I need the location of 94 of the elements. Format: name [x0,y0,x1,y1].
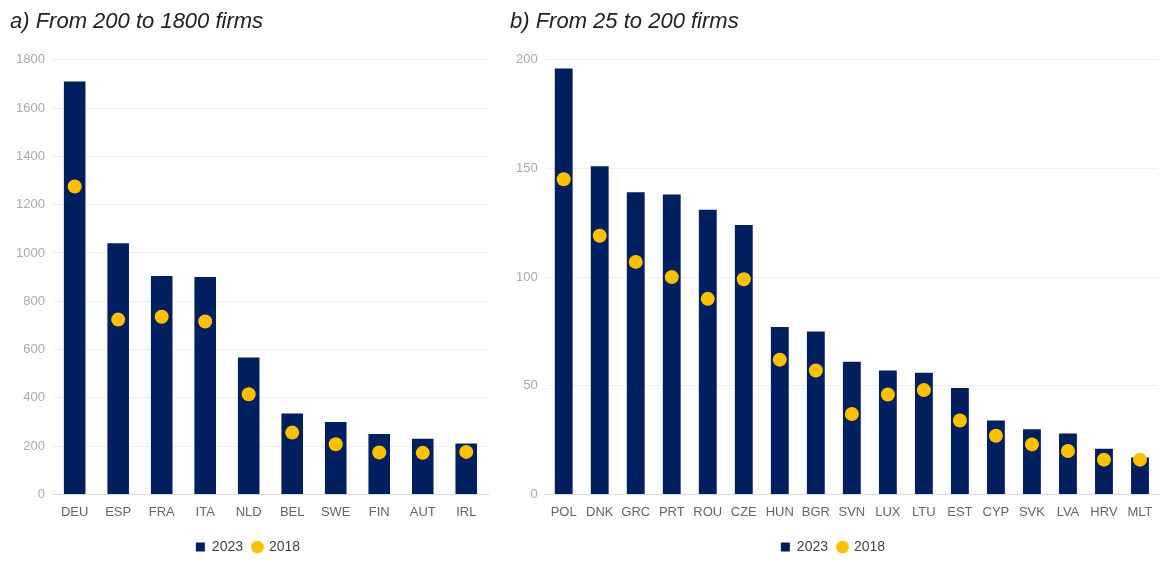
x-tick-label: BEL [279,503,305,519]
point [736,272,751,287]
legend-label: 2023 [796,537,829,554]
x-tick-label: LUX [875,503,901,519]
x-tick-label: IRL [456,503,477,519]
point [988,428,1003,443]
bar [194,277,216,494]
y-tick-label: 1200 [16,196,45,212]
chart-title: b) From 25 to 200 firms [509,8,740,35]
y-tick-label: 1000 [16,244,45,260]
point [372,445,387,460]
bar [878,370,897,494]
point [67,179,82,194]
bar [63,81,86,494]
x-tick-label: HRV [1090,503,1118,519]
x-tick-label: ROU [693,503,723,519]
point [772,352,787,367]
point [459,444,474,459]
bar [107,243,129,494]
y-tick-label: 200 [515,51,538,67]
x-tick-label: LTU [912,503,936,519]
bar [626,192,645,494]
x-tick-label: FIN [368,503,390,519]
bar [698,209,717,494]
x-tick-label: BGR [801,503,830,519]
point [198,314,213,329]
bar [842,361,861,494]
point [328,437,343,452]
point [1024,437,1039,452]
point [154,309,169,324]
bar [281,413,303,494]
x-tick-label: CZE [730,503,758,519]
chart-title: a) From 200 to 1800 firms [9,8,265,35]
y-tick-label: 0 [530,485,538,501]
x-tick-label: DNK [585,503,614,519]
x-tick-label: GRC [621,503,651,519]
x-tick-label: AUT [409,503,436,519]
x-tick-label: CYP [982,503,1010,519]
x-tick-label: POL [550,503,577,519]
bar [734,224,753,494]
x-tick-label: ITA [195,503,216,519]
bar [950,387,969,494]
point [664,270,679,285]
x-tick-label: DEU [60,503,89,519]
x-tick-label: ESP [105,503,132,519]
point [241,387,256,402]
y-tick-label: 1400 [16,147,45,163]
y-tick-label: 600 [23,341,45,357]
bar [237,357,260,494]
y-tick-label: 1800 [16,51,45,67]
y-tick-label: 150 [515,160,538,176]
point [844,407,859,421]
y-tick-label: 1600 [16,99,45,115]
point [111,312,126,327]
bar [590,166,609,494]
y-tick-label: 400 [23,389,45,405]
x-tick-label: PRT [658,503,685,519]
y-tick-label: 200 [23,437,45,453]
x-tick-label: MLT [1127,503,1153,519]
bar [324,421,347,494]
point [415,445,430,460]
legend-label: 2018 [854,537,886,554]
point [1096,452,1111,467]
point [1132,452,1147,467]
point [952,413,967,428]
x-tick-label: EST [947,503,973,519]
bar [770,327,789,494]
legend-label: 2023 [211,537,244,554]
point [880,387,895,402]
x-tick-label: LVA [1056,503,1080,519]
x-tick-label: SWE [320,503,351,519]
bar [914,372,933,494]
x-tick-label: HUN [765,503,794,519]
point [556,172,571,187]
point [285,425,300,440]
point [592,228,607,243]
y-tick-label: 800 [23,292,45,308]
x-tick-label: FRA [148,503,176,519]
x-tick-label: SVK [1018,503,1046,519]
bar [150,275,173,494]
bar [806,331,825,494]
y-tick-label: 100 [515,268,538,284]
legend-label: 2018 [269,537,301,554]
point [628,254,643,269]
bar [662,194,681,494]
y-tick-label: 50 [523,377,538,393]
bar [554,68,573,494]
y-tick-label: 0 [37,485,45,501]
point [916,383,931,398]
x-tick-label: SVN [838,503,866,519]
x-tick-label: NLD [235,503,262,519]
point [808,363,823,378]
point [1060,443,1075,458]
point [700,291,715,306]
